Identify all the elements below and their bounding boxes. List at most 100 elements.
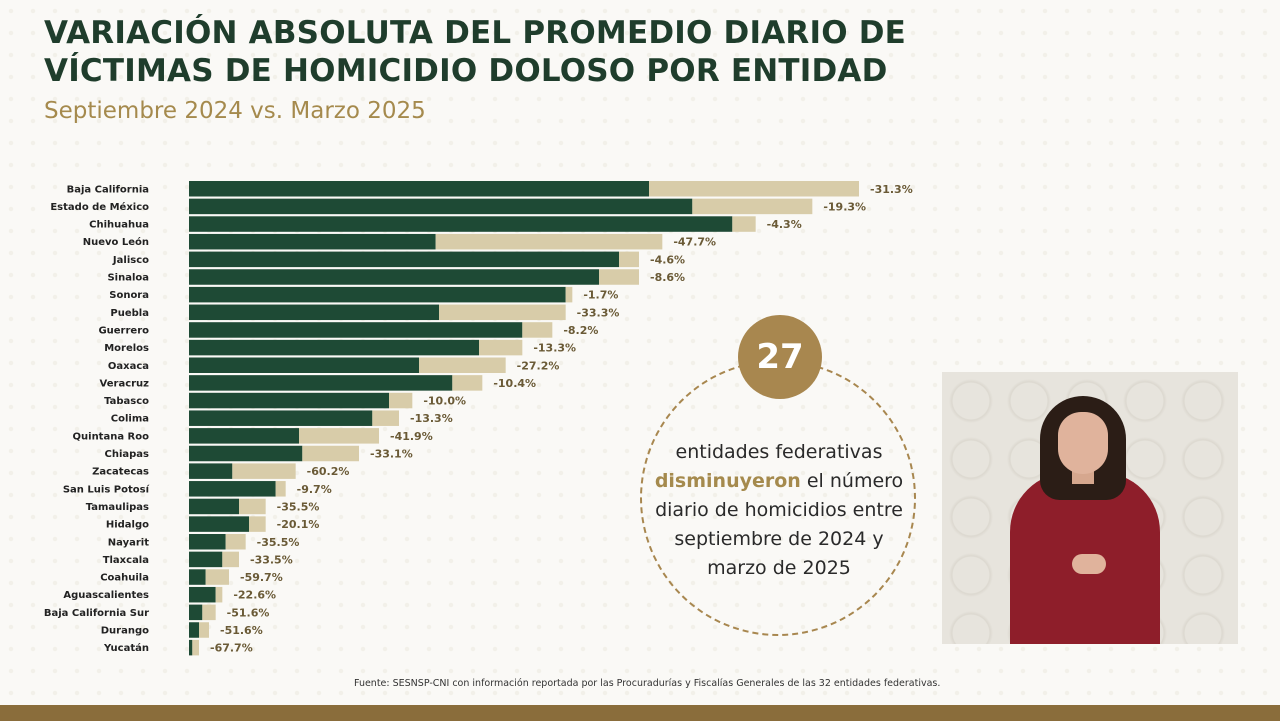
category-label-chiapas: Chiapas <box>105 449 150 460</box>
bar-difference-colima <box>372 410 399 426</box>
category-label-quintana-roo: Quintana Roo <box>73 431 150 442</box>
title-line-2: VÍCTIMAS DE HOMICIDIO DOLOSO POR ENTIDAD <box>44 53 888 89</box>
bar-current-tabasco <box>189 392 389 409</box>
variation-label-nuevo-leon: -47.7% <box>673 236 716 249</box>
category-label-morelos: Morelos <box>104 343 149 354</box>
bar-difference-nuevo-leon <box>435 233 663 250</box>
bar-difference-baja-california <box>649 181 859 197</box>
category-label-sonora: Sonora <box>109 290 149 301</box>
bar-chart: Baja California -31.3% Estado de México -19… <box>44 181 913 656</box>
sign-language-interpreter-video <box>942 372 1238 644</box>
variation-label-chiapas: -33.1% <box>370 448 413 461</box>
bar-current-nayarit <box>189 534 226 550</box>
bar-difference-tabasco <box>389 392 413 409</box>
bar-current-veracruz <box>189 375 453 391</box>
bar-difference-sinaloa <box>599 269 639 285</box>
variation-label-coahuila: -59.7% <box>240 571 283 584</box>
bar-current-zacatecas <box>189 463 233 479</box>
bar-difference-baja-california-sur <box>202 604 216 621</box>
variation-label-veracruz: -10.4% <box>493 377 536 390</box>
bar-current-aguascalientes <box>189 586 216 603</box>
category-label-guerrero: Guerrero <box>98 325 149 336</box>
callout-highlight: disminuyeron <box>654 470 801 492</box>
variation-label-quintana-roo: -41.9% <box>390 430 433 443</box>
bar-difference-morelos <box>479 339 523 356</box>
bar-difference-zacatecas <box>232 463 296 479</box>
variation-label-tabasco: -10.0% <box>423 395 466 408</box>
variation-label-yucatan: -67.7% <box>210 642 253 655</box>
variation-label-colima: -13.3% <box>410 412 453 425</box>
bar-current-san-luis-potosi <box>189 481 276 497</box>
callout-line-2: disminuyeron el número <box>650 467 908 496</box>
variation-label-sinaloa: -8.6% <box>650 271 685 284</box>
bar-current-quintana-roo <box>189 428 299 444</box>
bar-current-baja-california <box>189 181 649 197</box>
bar-current-nuevo-leon <box>189 233 436 250</box>
bar-difference-tlaxcala <box>222 551 239 568</box>
category-label-baja-california: Baja California <box>67 184 149 195</box>
page-subtitle: Septiembre 2024 vs. Marzo 2025 <box>44 98 426 124</box>
variation-label-durango: -51.6% <box>220 624 263 637</box>
bar-current-puebla <box>189 304 439 321</box>
bar-current-coahuila <box>189 569 206 585</box>
category-label-oaxaca: Oaxaca <box>108 361 149 372</box>
bar-difference-aguascalientes <box>215 586 223 603</box>
variation-label-estado-de-mexico: -19.3% <box>823 200 866 213</box>
callout-count-badge: 27 <box>738 315 822 399</box>
category-label-colima: Colima <box>111 414 149 425</box>
variation-label-nayarit: -35.5% <box>257 536 300 549</box>
bar-current-sinaloa <box>189 269 599 285</box>
variation-label-oaxaca: -27.2% <box>517 359 560 372</box>
bar-current-guerrero <box>189 322 523 338</box>
bar-current-chihuahua <box>189 216 733 232</box>
bar-difference-oaxaca <box>419 357 506 373</box>
callout-line-5: marzo de 2025 <box>707 557 851 579</box>
bar-difference-nayarit <box>225 534 246 550</box>
bar-difference-chiapas <box>302 445 359 462</box>
category-label-veracruz: Veracruz <box>100 378 150 389</box>
callout-line-4: septiembre de 2024 y <box>674 528 884 550</box>
variation-label-san-luis-potosi: -9.7% <box>297 483 332 496</box>
callout-line-1: entidades federativas <box>675 441 883 463</box>
bar-current-jalisco <box>189 251 619 268</box>
bar-current-morelos <box>189 339 479 356</box>
category-label-jalisco: Jalisco <box>112 255 149 266</box>
category-label-nuevo-leon: Nuevo León <box>83 236 149 248</box>
footer-bar <box>0 705 1280 721</box>
category-label-estado-de-mexico: Estado de México <box>50 201 149 213</box>
source-note: Fuente: SESNSP-CNI con información repor… <box>354 678 941 689</box>
bar-current-yucatan <box>189 639 193 656</box>
variation-label-morelos: -13.3% <box>533 342 576 355</box>
bar-difference-tamaulipas <box>239 498 266 515</box>
variation-label-baja-california: -31.3% <box>870 183 913 196</box>
bar-difference-coahuila <box>205 569 229 585</box>
variation-label-baja-california-sur: -51.6% <box>227 606 270 619</box>
bar-current-durango <box>189 622 199 638</box>
bar-difference-yucatan <box>192 639 199 656</box>
variation-label-tamaulipas: -35.5% <box>277 500 320 513</box>
variation-label-tlaxcala: -33.5% <box>250 553 293 566</box>
bar-difference-puebla <box>439 304 566 321</box>
bar-current-colima <box>189 410 373 426</box>
bar-difference-jalisco <box>619 251 639 268</box>
variation-label-aguascalientes: -22.6% <box>233 589 276 602</box>
callout-line-3: diario de homicidios entre <box>655 499 903 521</box>
interpreter-hands <box>1072 554 1106 574</box>
category-label-chihuahua: Chihuahua <box>89 220 149 231</box>
title-line-1: VARIACIÓN ABSOLUTA DEL PROMEDIO DIARIO D… <box>44 15 907 51</box>
callout-text: entidades federativas disminuyeron el nú… <box>650 438 908 583</box>
bar-difference-guerrero <box>522 322 553 338</box>
bar-current-tlaxcala <box>189 551 223 568</box>
category-label-puebla: Puebla <box>110 308 149 319</box>
bar-current-estado-de-mexico <box>189 198 693 215</box>
category-label-hidalgo: Hidalgo <box>106 520 149 531</box>
category-label-sinaloa: Sinaloa <box>107 273 149 284</box>
bar-difference-durango <box>199 622 209 638</box>
category-label-coahuila: Coahuila <box>100 573 149 584</box>
callout-line-2-rest: el número <box>800 470 904 492</box>
category-label-tabasco: Tabasco <box>104 396 149 407</box>
variation-label-chihuahua: -4.3% <box>767 218 802 231</box>
category-label-zacatecas: Zacatecas <box>92 467 149 478</box>
variation-label-puebla: -33.3% <box>577 306 620 319</box>
category-label-baja-california-sur: Baja California Sur <box>44 608 149 619</box>
